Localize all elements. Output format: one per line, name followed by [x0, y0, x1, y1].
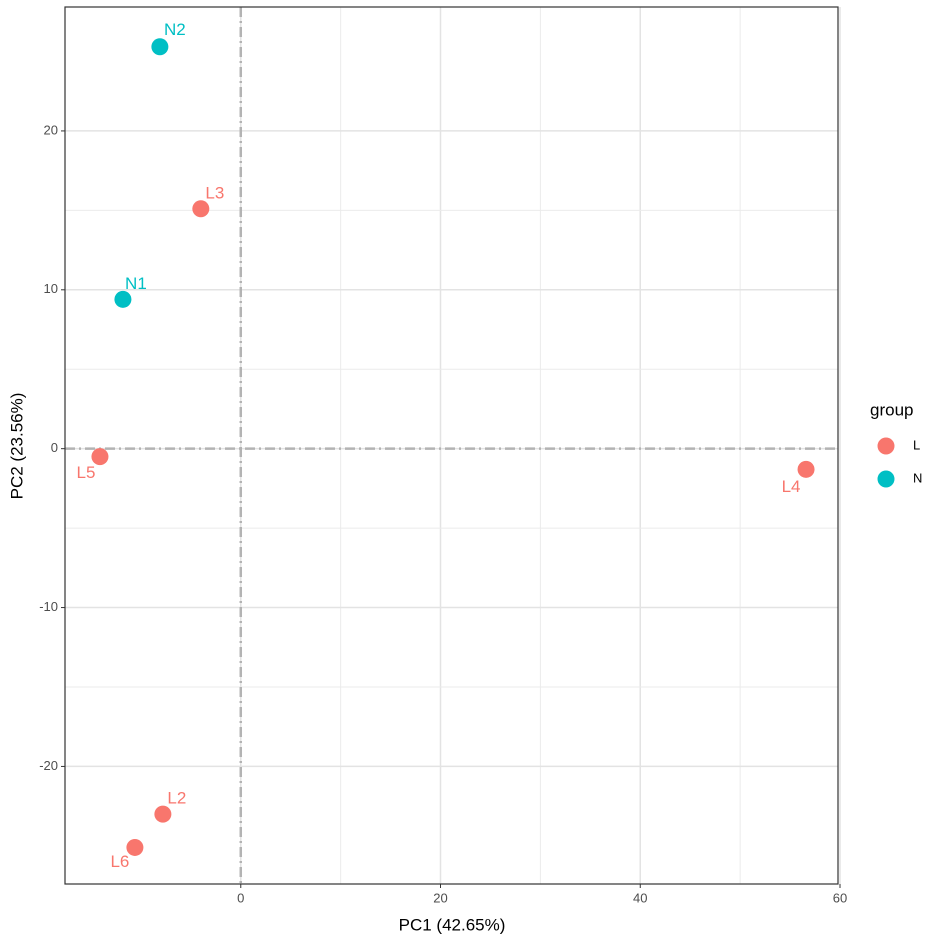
point-label: L6 — [110, 852, 129, 871]
y-tick-label: 0 — [51, 440, 58, 455]
point — [154, 805, 172, 823]
point — [114, 290, 132, 308]
point — [192, 200, 210, 218]
point-label: L3 — [205, 183, 224, 202]
point-label: N2 — [164, 20, 186, 39]
point-label: L4 — [782, 477, 801, 496]
x-tick-label: 20 — [433, 890, 447, 905]
legend-key — [877, 470, 895, 488]
point-label: N1 — [125, 274, 147, 293]
x-tick-label: 0 — [237, 890, 244, 905]
x-axis-label: PC1 (42.65%) — [399, 915, 506, 934]
x-tick-label: 40 — [633, 890, 647, 905]
point — [797, 460, 815, 478]
legend-title: group — [870, 400, 913, 419]
x-tick-label: 60 — [833, 890, 847, 905]
y-tick-label: 20 — [44, 122, 58, 137]
legend-label: L — [913, 437, 920, 452]
legend-key — [877, 437, 895, 455]
legend-label: N — [913, 470, 922, 485]
point-label: L5 — [76, 463, 95, 482]
point — [151, 38, 169, 56]
point — [91, 448, 109, 466]
y-tick-label: -20 — [39, 758, 58, 773]
point — [126, 838, 144, 856]
point-label: L2 — [167, 789, 186, 808]
y-tick-label: -10 — [39, 599, 58, 614]
panel-border — [64, 6, 839, 885]
y-tick-label: 10 — [44, 281, 58, 296]
y-axis-label: PC2 (23.56%) — [7, 393, 26, 500]
